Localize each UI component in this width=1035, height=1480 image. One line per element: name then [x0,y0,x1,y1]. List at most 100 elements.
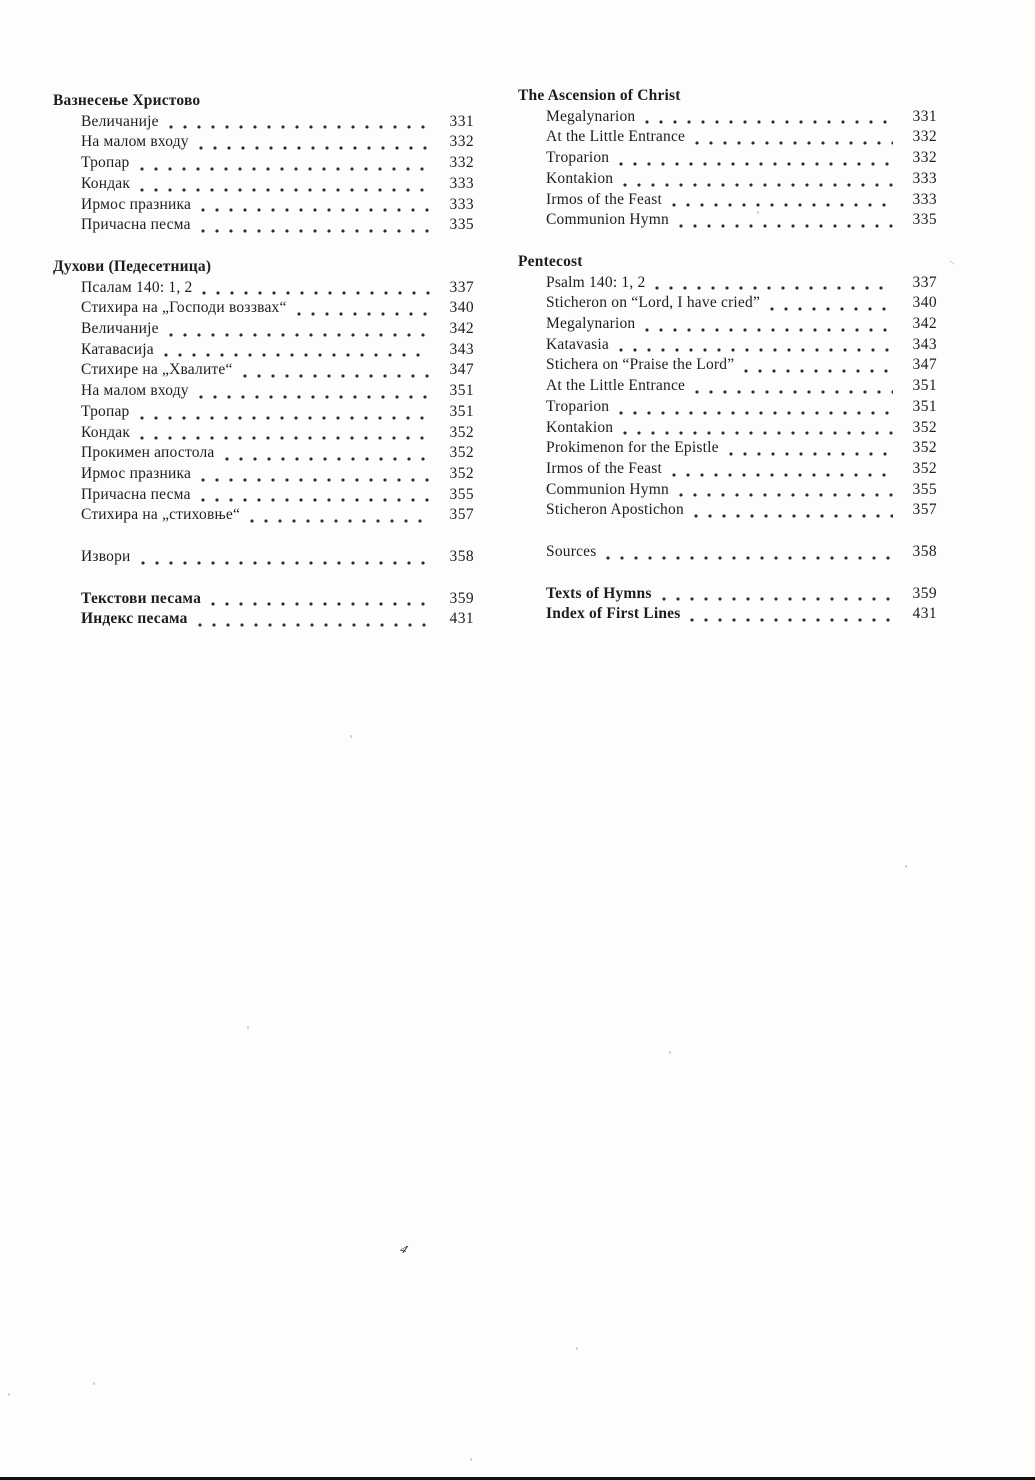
toc-item-page: 351 [449,382,474,400]
toc-row: Стихира на „стиховње“ 357 [53,505,474,526]
section-header: The Ascension of Christ [518,87,681,104]
toc-item-title: Величаније [81,112,159,130]
toc-item-title: Kontakion [546,169,614,187]
toc-item-title: Sticheron Apostichon [546,501,684,519]
toc-section: Вазнесење Христово Величаније 331 На мал… [53,91,474,236]
dot-leader [678,493,893,498]
toc-item-page: 335 [912,211,937,229]
toc-row: На малом входу 351 [53,381,474,402]
dot-leader [606,555,893,560]
dot-leader [655,286,893,291]
toc-row: Communion Hymn 355 [518,480,937,501]
toc-item-page: 332 [912,149,937,167]
dot-leader [250,519,430,524]
toc-row: На малом входу 332 [53,132,474,153]
dot-leader [202,291,430,296]
dot-leader [671,203,893,208]
dot-leader [198,394,430,399]
dot-leader [139,166,430,171]
toc-item-title: At the Little Entrance [546,377,686,395]
toc-item-page: 332 [449,154,474,172]
toc-row: Текстови песама 359 [53,589,474,610]
toc-item-title: Стихире на „Хвалите“ [81,361,233,379]
toc-item-title: На малом входу [81,133,189,151]
scan-speck [470,1458,472,1461]
toc-item-page: 332 [912,128,937,146]
toc-item-page: 332 [449,133,474,151]
toc-row: Причасна песма 355 [53,485,474,506]
toc-row: Тропар 332 [53,153,474,174]
toc-row: Псалам 140: 1, 2 337 [53,278,474,299]
toc-row: Sticheron Apostichon 357 [518,500,937,521]
scan-speck [576,1347,578,1350]
toc-item-title: На малом входу [81,382,189,400]
toc-item-page: 358 [449,548,474,566]
toc-item-page: 359 [912,584,937,602]
toc-item-title: Стихира на „Господи воззвах“ [81,299,287,317]
toc-row: Величаније 331 [53,112,474,133]
section-header: Духови (Педесетница) [53,257,212,275]
toc-row: At the Little Entrance 332 [518,127,937,148]
toc-item-title: Величаније [81,320,159,338]
toc-item-page: 340 [912,294,937,312]
toc-item-page: 347 [912,356,937,374]
dot-leader [671,472,893,477]
toc-item-title: Прокимен апостола [81,444,215,462]
dot-leader [296,312,430,317]
toc-row: Kontakion 333 [518,169,937,190]
toc-item-page: 352 [912,459,937,477]
toc-item-title: Irmos of the Feast [546,190,662,208]
toc-item-page: 342 [912,315,937,333]
scan-speck [247,1026,249,1029]
dot-leader [140,560,430,565]
toc-item-title: Kontakion [546,418,614,436]
toc-item-title: Тропар [81,402,130,420]
toc-item-title: Troparion [546,149,610,167]
dot-leader [744,369,893,374]
dot-leader [198,146,430,151]
toc-item-title: Megalynarion [546,107,636,125]
toc-row: Прокимен апостола 352 [53,443,474,464]
toc-item-title: Sources [546,543,597,561]
dot-leader [645,327,893,332]
toc-item-page: 342 [449,320,474,338]
toc-row: Ирмос празника 352 [53,464,474,485]
toc-row: Извори 358 [53,547,474,568]
toc-row: Катавасија 343 [53,340,474,361]
toc-item-page: 351 [912,377,937,395]
toc-row: Megalynarion 342 [518,314,937,335]
toc-row: Sources 358 [518,542,937,563]
dot-leader [770,307,893,312]
toc-item-page: 337 [912,273,937,291]
toc-row: Irmos of the Feast 333 [518,190,937,211]
toc-row: Sticheron on “Lord, I have cried” 340 [518,293,937,314]
toc-item-page: 351 [912,397,937,415]
dot-leader [645,120,893,125]
section-header: Pentecost [518,252,583,270]
toc-row: Kontakion 352 [518,418,937,439]
toc-item-page: 358 [912,543,937,561]
dot-leader [695,141,893,146]
dot-leader [163,353,430,358]
toc-item-title: Index of First Lines [546,605,681,623]
toc-item-title: Тропар [81,154,130,172]
toc-row: Prokimenon for the Epistle 352 [518,438,937,459]
toc-row: Megalynarion 331 [518,107,937,128]
toc-item-title: Prokimenon for the Epistle [546,439,719,457]
toc-item-title: Communion Hymn [546,480,669,498]
section-header: Вазнесење Христово [53,92,201,109]
toc-row: Psalm 140: 1, 2 337 [518,273,937,294]
dot-leader [661,597,893,602]
toc-item-title: Irmos of the Feast [546,459,662,477]
toc-item-page: 359 [449,589,474,607]
toc-item-page: 340 [449,299,474,317]
toc-item-title: At the Little Entrance [546,128,686,146]
toc-item-title: Katavasia [546,335,609,353]
toc-row: Величаније 342 [53,319,474,340]
scan-speck [949,260,955,265]
toc-row: At the Little Entrance 351 [518,376,937,397]
dot-leader [139,415,430,420]
dot-leader [200,498,430,503]
toc-item-page: 333 [449,195,474,213]
dot-leader [224,456,430,461]
